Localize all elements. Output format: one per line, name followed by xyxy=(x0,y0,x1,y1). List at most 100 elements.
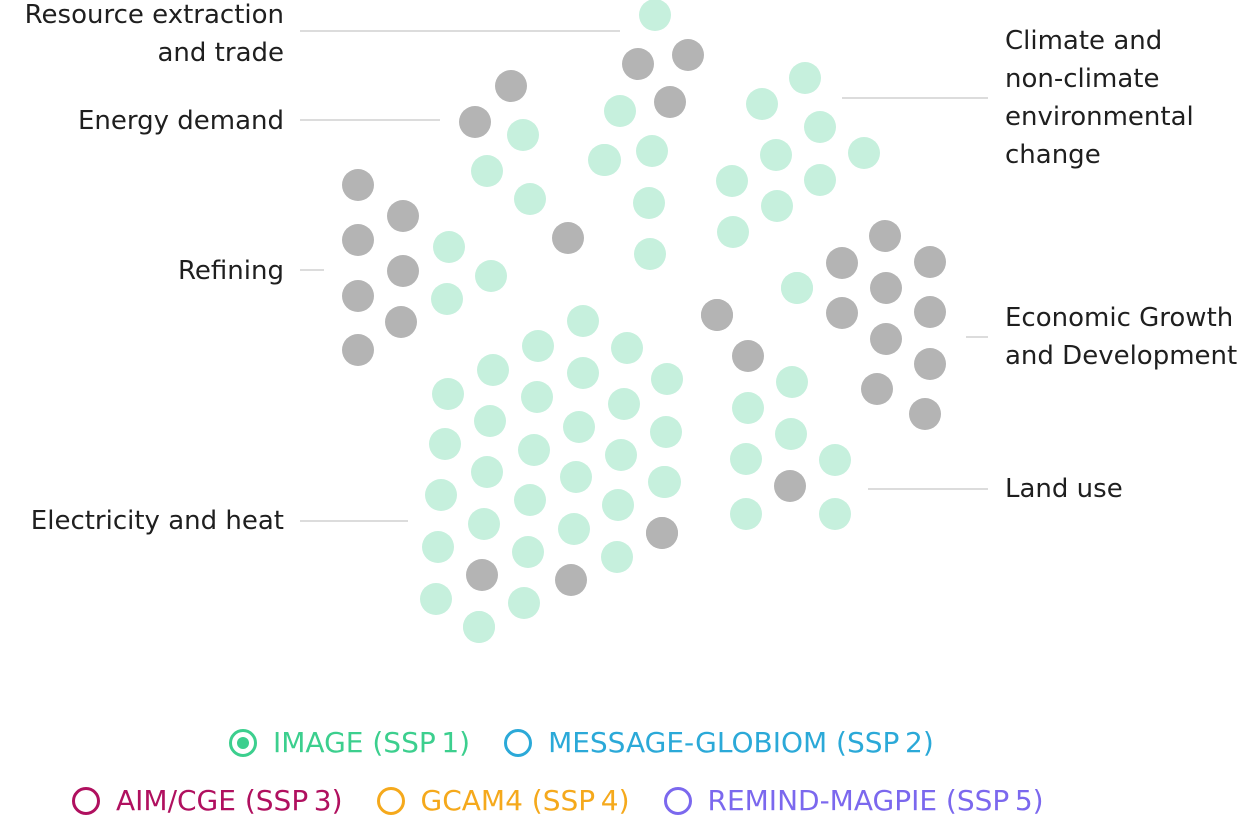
radio-icon xyxy=(376,786,405,815)
bubble-active xyxy=(730,498,762,530)
bubble-inactive xyxy=(869,220,901,252)
bubble-active xyxy=(429,428,461,460)
bubble-inactive xyxy=(646,517,678,549)
label-resource-extraction: Resource extraction and trade xyxy=(24,0,284,68)
label-electricity-heat: Electricity and heat xyxy=(30,506,284,536)
bubble-active xyxy=(507,119,539,151)
cluster-economic xyxy=(701,220,946,430)
bubble-inactive xyxy=(672,39,704,71)
bubble-active xyxy=(471,155,503,187)
bubble-active xyxy=(633,187,665,219)
legend-row-1: IMAGE (SSP 1) MESSAGE-GLOBIOM (SSP 2) xyxy=(229,726,934,759)
legend-item-image[interactable]: IMAGE (SSP 1) xyxy=(229,726,470,759)
bubble-active xyxy=(819,498,851,530)
bubble-inactive xyxy=(385,306,417,338)
bubble-inactive xyxy=(342,224,374,256)
bubble-inactive xyxy=(701,299,733,331)
cluster-energy xyxy=(459,70,584,254)
bubble-inactive xyxy=(914,296,946,328)
legend-label: REMIND-MAGPIE (SSP 5) xyxy=(707,784,1044,817)
bubble-active xyxy=(567,357,599,389)
bubble-active xyxy=(558,513,590,545)
bubble-active xyxy=(636,135,668,167)
radio-icon xyxy=(504,728,533,757)
bubble-active xyxy=(760,139,792,171)
bubble-active xyxy=(819,444,851,476)
bubble-inactive xyxy=(870,272,902,304)
bubble-diagram xyxy=(300,0,988,643)
bubble-active xyxy=(512,536,544,568)
bubble-active xyxy=(522,330,554,362)
bubble-inactive xyxy=(732,340,764,372)
bubble-active xyxy=(717,216,749,248)
bubble-active xyxy=(468,508,500,540)
bubble-active xyxy=(474,405,506,437)
bubble-inactive xyxy=(914,348,946,380)
radio-icon xyxy=(663,786,692,815)
cluster-land xyxy=(701,299,851,530)
bubble-active xyxy=(422,531,454,563)
label-economic-growth: Economic Growth and Development xyxy=(1005,303,1238,371)
bubble-active xyxy=(781,272,813,304)
bubble-active xyxy=(761,190,793,222)
legend-label: GCAM4 (SSP 4) xyxy=(420,784,630,817)
bubble-inactive xyxy=(552,222,584,254)
legend-item-remind-magpie[interactable]: REMIND-MAGPIE (SSP 5) xyxy=(663,784,1044,817)
bubble-active xyxy=(425,479,457,511)
bubble-active xyxy=(732,392,764,424)
radio-icon xyxy=(72,786,100,815)
bubble-active xyxy=(475,260,507,292)
bubble-active xyxy=(648,466,680,498)
bubble-inactive xyxy=(654,86,686,118)
bubble-inactive xyxy=(466,559,498,591)
bubble-inactive xyxy=(914,246,946,278)
bubble-active xyxy=(589,144,621,176)
label-refining: Refining xyxy=(178,256,284,286)
cluster-refining xyxy=(342,169,507,366)
bubble-inactive xyxy=(870,323,902,355)
bubble-active xyxy=(601,541,633,573)
bubble-inactive xyxy=(342,334,374,366)
bubble-inactive xyxy=(387,200,419,232)
bubble-inactive xyxy=(459,106,491,138)
bubble-active xyxy=(804,111,836,143)
bubble-active xyxy=(602,489,634,521)
bubble-active xyxy=(431,283,463,315)
bubble-inactive xyxy=(909,398,941,430)
cluster-resource xyxy=(588,0,704,270)
bubble-active xyxy=(789,62,821,94)
legend-label: AIM/CGE (SSP 3) xyxy=(116,784,343,817)
bubble-active xyxy=(477,354,509,386)
bubble-inactive xyxy=(495,70,527,102)
legend-item-aim-cge[interactable]: AIM/CGE (SSP 3) xyxy=(72,784,343,817)
bubble-active xyxy=(634,238,666,270)
bubble-active xyxy=(420,583,452,615)
bubble-active xyxy=(611,332,643,364)
bubble-active xyxy=(848,137,880,169)
bubble-active xyxy=(433,231,465,263)
bubble-active xyxy=(567,305,599,337)
bubble-inactive xyxy=(342,169,374,201)
legend-item-gcam4[interactable]: GCAM4 (SSP 4) xyxy=(376,784,630,817)
bubble-active xyxy=(463,611,495,643)
radio-icon xyxy=(229,728,257,757)
cluster-electricity xyxy=(420,305,683,643)
bubble-active xyxy=(563,411,595,443)
legend-label: IMAGE (SSP 1) xyxy=(273,726,471,759)
legend-label: MESSAGE-GLOBIOM (SSP 2) xyxy=(548,726,934,759)
label-climate-change: Climate and non-climate environmental chan… xyxy=(1005,26,1194,170)
bubble-inactive xyxy=(826,247,858,279)
bubble-active xyxy=(776,366,808,398)
legend-row-2: AIM/CGE (SSP 3) GCAM4 (SSP 4) REMIND-MAG… xyxy=(72,784,1044,817)
bubble-inactive xyxy=(555,564,587,596)
bubble-active xyxy=(746,88,778,120)
bubble-inactive xyxy=(861,373,893,405)
bubble-active xyxy=(432,378,464,410)
label-land-use: Land use xyxy=(1005,474,1123,504)
bubble-active xyxy=(608,388,640,420)
bubble-active xyxy=(650,416,682,448)
cluster-climate xyxy=(716,62,880,304)
legend-item-message-globiom[interactable]: MESSAGE-GLOBIOM (SSP 2) xyxy=(504,726,934,759)
bubble-active xyxy=(604,95,636,127)
bubble-active xyxy=(508,587,540,619)
